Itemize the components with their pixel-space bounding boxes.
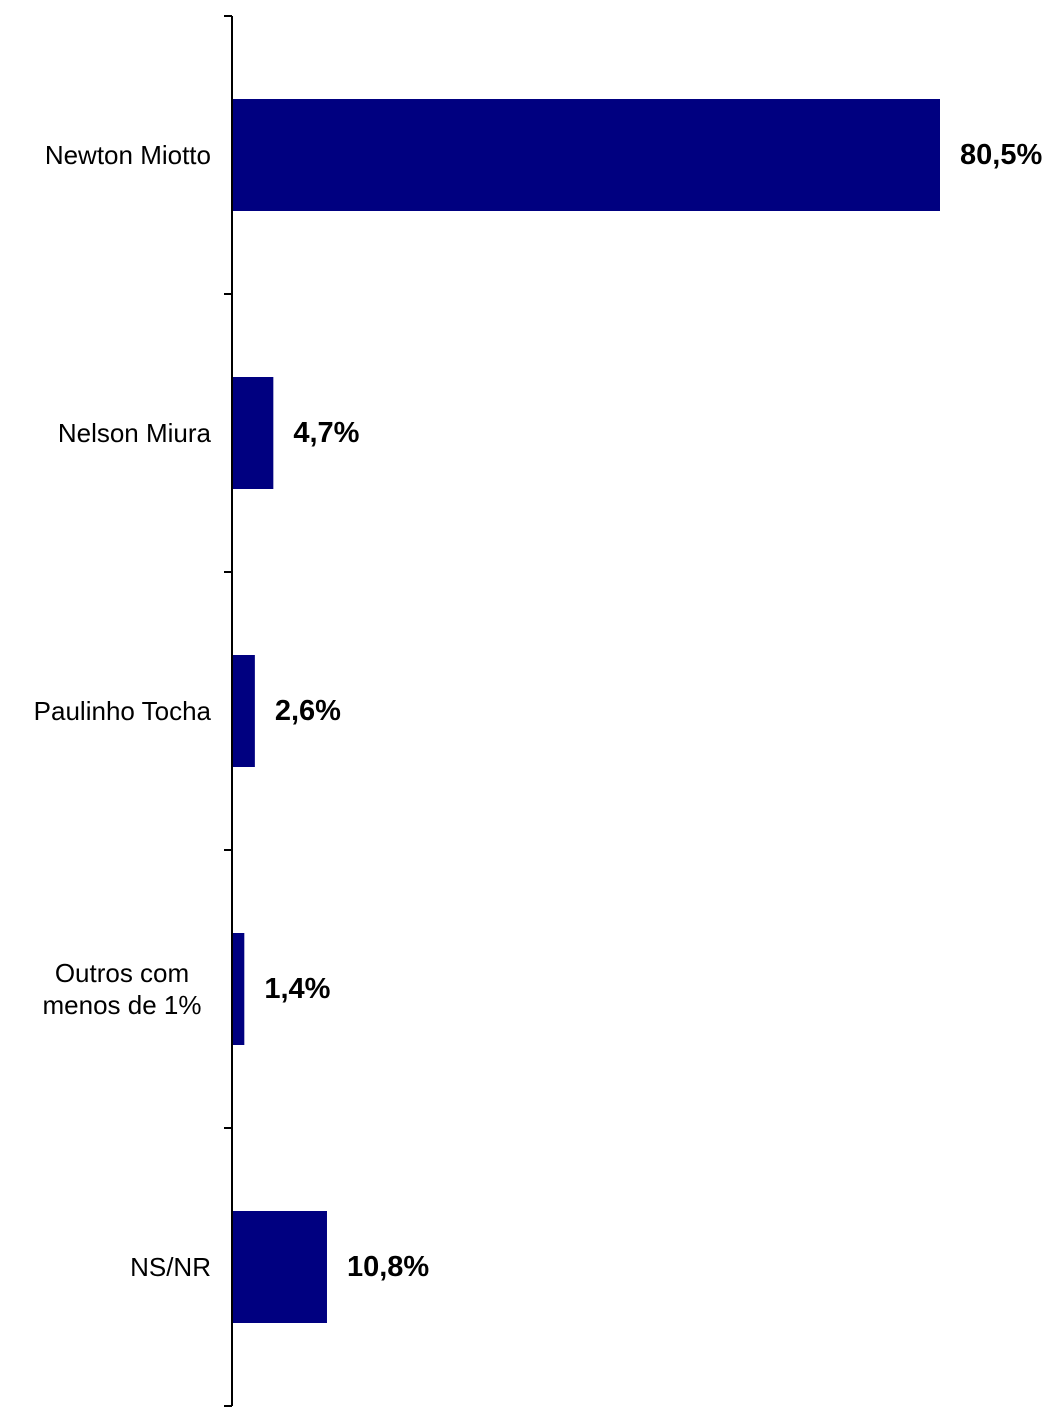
category-label-line: menos de 1% [43, 990, 202, 1020]
value-label: 4,7% [293, 417, 359, 449]
bar [232, 99, 940, 211]
category-label-line: Newton Miotto [45, 140, 211, 170]
category-label: NS/NR [130, 1252, 211, 1282]
value-label: 80,5% [960, 139, 1042, 171]
category-label-line: Outros com [55, 958, 189, 988]
category-label: Paulinho Tocha [34, 696, 212, 726]
category-label: Nelson Miura [58, 418, 212, 448]
category-label-line: Paulinho Tocha [34, 696, 212, 726]
category-label: Outros com menos de 1% [43, 958, 202, 1020]
value-label: 2,6% [275, 695, 341, 727]
category-axis [224, 15, 233, 1407]
category-label: Newton Miotto [45, 140, 211, 170]
category-label-line: NS/NR [130, 1252, 211, 1282]
value-label: 1,4% [264, 973, 330, 1005]
bars-group [232, 99, 940, 1323]
bar [232, 933, 245, 1045]
labels-group: 80,5% Newton Miotto 4,7% Nelson Miura 2,6% Pa… [34, 139, 1043, 1283]
bar [232, 655, 255, 767]
bar [232, 377, 274, 489]
bar [232, 1211, 327, 1323]
value-label: 10,8% [347, 1251, 429, 1283]
category-label-line: Nelson Miura [58, 418, 212, 448]
